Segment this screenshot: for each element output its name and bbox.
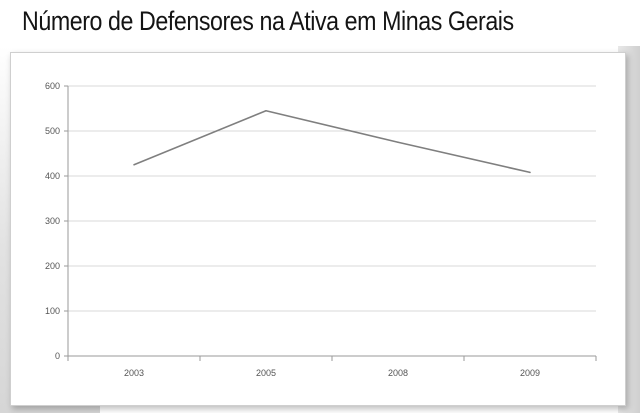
y-tick-labels: 0 100 200 300 400 500 600 bbox=[45, 81, 60, 361]
x-tick-label: 2008 bbox=[388, 368, 408, 378]
y-tick-label: 200 bbox=[45, 261, 60, 271]
x-tick-label: 2009 bbox=[520, 368, 540, 378]
series-line bbox=[133, 109, 531, 174]
x-tick-label: 2003 bbox=[124, 368, 144, 378]
data-point bbox=[265, 109, 267, 112]
page-title: Número de Defensores na Ativa em Minas G… bbox=[22, 6, 514, 36]
y-tick-label: 600 bbox=[45, 81, 60, 91]
gridlines bbox=[68, 85, 596, 312]
axes bbox=[64, 85, 597, 361]
y-tick-label: 0 bbox=[55, 351, 60, 361]
x-tick-label: 2005 bbox=[256, 368, 276, 378]
y-tick-label: 100 bbox=[45, 306, 60, 316]
y-tick-label: 400 bbox=[45, 171, 60, 181]
y-tick-label: 300 bbox=[45, 216, 60, 226]
y-tick-label: 500 bbox=[45, 126, 60, 136]
series-lines bbox=[133, 109, 531, 174]
chart-area bbox=[10, 52, 626, 406]
data-point bbox=[397, 141, 399, 144]
x-tick-labels: 2003 2005 2008 2009 bbox=[124, 368, 540, 378]
data-point bbox=[133, 163, 135, 166]
data-point bbox=[529, 171, 531, 174]
